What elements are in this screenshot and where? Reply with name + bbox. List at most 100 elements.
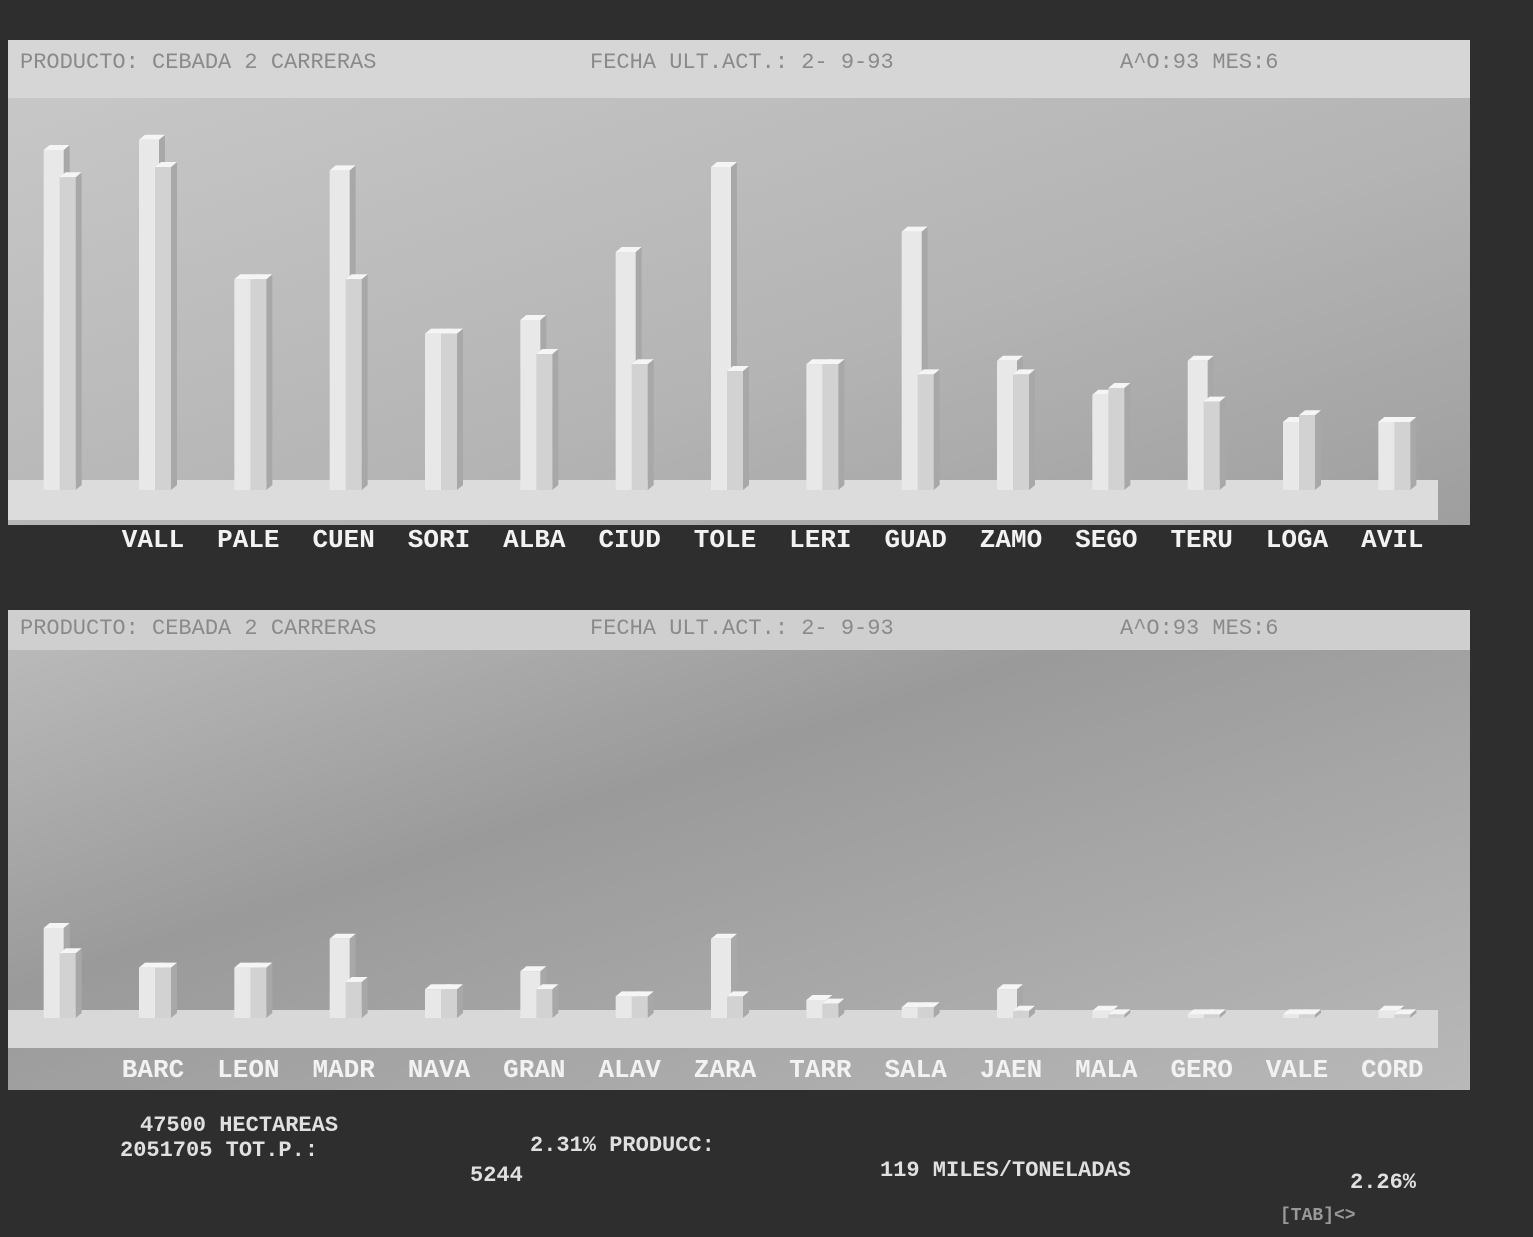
bar: [615, 252, 636, 490]
bar: [1203, 1014, 1220, 1018]
bar-top: [155, 962, 177, 968]
bar-top: [631, 991, 654, 997]
bar-side: [1124, 383, 1131, 490]
bar: [711, 167, 731, 490]
bar-top: [520, 966, 547, 972]
bar-top: [727, 991, 749, 997]
x-tick-label: SORI: [408, 525, 470, 555]
bar: [59, 953, 76, 1018]
bar-top: [631, 359, 654, 365]
bar: [727, 371, 743, 490]
x-tick-label: TERU: [1170, 525, 1232, 555]
bar-side: [75, 172, 82, 490]
bar-top: [822, 998, 845, 1004]
bar: [345, 982, 362, 1018]
bar-top: [1378, 1005, 1405, 1011]
bar-top: [1394, 1009, 1417, 1015]
bar-top: [917, 1002, 940, 1008]
bar: [711, 938, 731, 1018]
bar: [822, 1003, 839, 1018]
header-text: PRODUCTO: CEBADA 2 CARRERAS: [20, 50, 376, 75]
bar: [1378, 422, 1399, 490]
header-text: A^O:93 MES:6: [1120, 50, 1278, 75]
bar-top: [711, 162, 737, 167]
bar: [806, 364, 827, 490]
bar-top: [345, 274, 368, 280]
footer-text: 119 MILES/TONELADAS: [880, 1158, 1131, 1183]
bar: [1108, 1014, 1125, 1018]
x-tick-label: CORD: [1361, 1055, 1423, 1085]
bar-top: [1108, 1009, 1131, 1015]
x-tick-label: CIUD: [598, 525, 660, 555]
footer-text: 2051705 TOT.P.:: [120, 1138, 318, 1163]
bar: [536, 989, 553, 1018]
x-tick-label: MADR: [312, 1055, 375, 1085]
bar: [329, 938, 350, 1018]
x-tick-label: VALL: [122, 525, 184, 555]
x-tick-label: NAVA: [408, 1055, 471, 1085]
bar-top: [1299, 410, 1321, 416]
bar: [1013, 1010, 1029, 1018]
x-tick-label: JAEN: [980, 1055, 1042, 1085]
bar-top: [901, 226, 928, 232]
header-band: [8, 610, 1470, 650]
x-tick-label: ZAMO: [980, 525, 1042, 555]
bar: [917, 374, 934, 490]
bar-top: [806, 995, 833, 1000]
bar: [520, 320, 541, 490]
bar-top: [250, 274, 273, 280]
x-tick-label: ALBA: [503, 525, 566, 555]
bar-side: [457, 328, 463, 490]
x-tick-label: AVIL: [1361, 525, 1423, 555]
bar-side: [552, 984, 559, 1018]
bar-top: [43, 145, 70, 150]
x-tick-label: SALA: [884, 1055, 947, 1085]
bar: [59, 177, 76, 490]
bar-side: [838, 998, 845, 1018]
bar: [43, 150, 64, 490]
x-tick-label: GRAN: [503, 1055, 565, 1085]
bar-side: [1029, 1005, 1035, 1018]
bar-top: [59, 172, 82, 178]
x-tick-label: LOGA: [1266, 525, 1329, 555]
bar: [615, 996, 636, 1018]
x-tick-label: TOLE: [694, 525, 756, 555]
bar: [1187, 360, 1208, 490]
header-text: A^O:93 MES:6: [1120, 616, 1278, 641]
bar-side: [933, 1002, 940, 1018]
x-tick-label: TARR: [789, 1055, 852, 1085]
bar: [234, 279, 255, 490]
bar-side: [361, 977, 368, 1018]
bar-top: [1013, 369, 1035, 375]
bar-top: [250, 962, 273, 968]
bar: [997, 989, 1017, 1018]
bar-top: [329, 165, 356, 171]
bar: [234, 967, 255, 1018]
x-tick-label: BARC: [122, 1055, 184, 1085]
bar-top: [1203, 1009, 1226, 1015]
bar-top: [441, 984, 463, 990]
bar-side: [1315, 410, 1321, 490]
bar: [250, 967, 267, 1018]
bar: [631, 996, 648, 1018]
x-tick-label: LEON: [217, 1055, 279, 1085]
bar-top: [329, 933, 356, 939]
bar-top: [615, 247, 642, 252]
bar-top: [917, 369, 940, 375]
bar: [727, 996, 743, 1018]
bar-top: [536, 984, 559, 990]
bar: [155, 967, 171, 1018]
bar-side: [266, 274, 273, 490]
bar: [1108, 388, 1125, 490]
bar: [345, 279, 362, 490]
bar-side: [171, 162, 177, 490]
bar: [425, 989, 445, 1018]
bar-top: [139, 134, 165, 140]
bar-side: [647, 991, 654, 1018]
x-tick-label: CUEN: [312, 525, 374, 555]
x-tick-label: ZARA: [694, 1055, 757, 1085]
bar: [1299, 1014, 1315, 1018]
bar-top: [43, 923, 70, 928]
bar-top: [1299, 1009, 1321, 1015]
